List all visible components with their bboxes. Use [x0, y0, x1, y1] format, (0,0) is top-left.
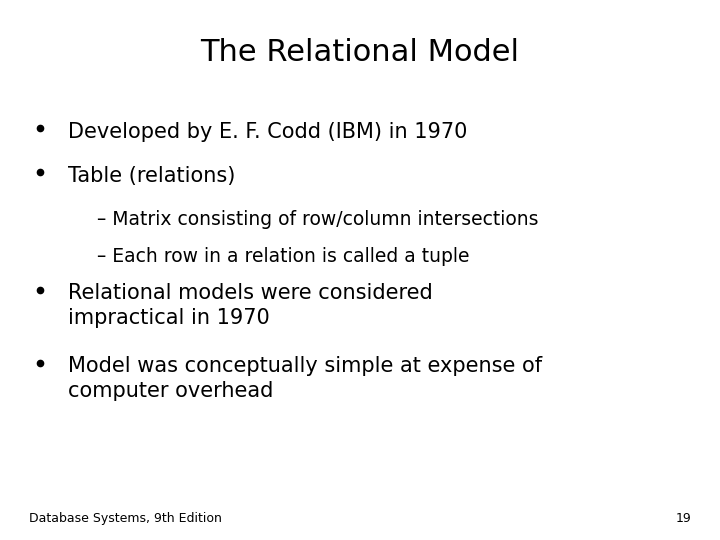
Text: The Relational Model: The Relational Model — [200, 38, 520, 67]
Text: 19: 19 — [675, 512, 691, 525]
Text: Database Systems, 9th Edition: Database Systems, 9th Edition — [29, 512, 222, 525]
Text: Relational models were considered
impractical in 1970: Relational models were considered imprac… — [68, 284, 433, 328]
Text: Developed by E. F. Codd (IBM) in 1970: Developed by E. F. Codd (IBM) in 1970 — [68, 122, 468, 141]
Text: – Matrix consisting of row/column intersections: – Matrix consisting of row/column inters… — [97, 210, 539, 229]
Text: Model was conceptually simple at expense of
computer overhead: Model was conceptually simple at expense… — [68, 356, 543, 401]
Text: Table (relations): Table (relations) — [68, 166, 235, 186]
Text: – Each row in a relation is called a tuple: – Each row in a relation is called a tup… — [97, 247, 469, 266]
